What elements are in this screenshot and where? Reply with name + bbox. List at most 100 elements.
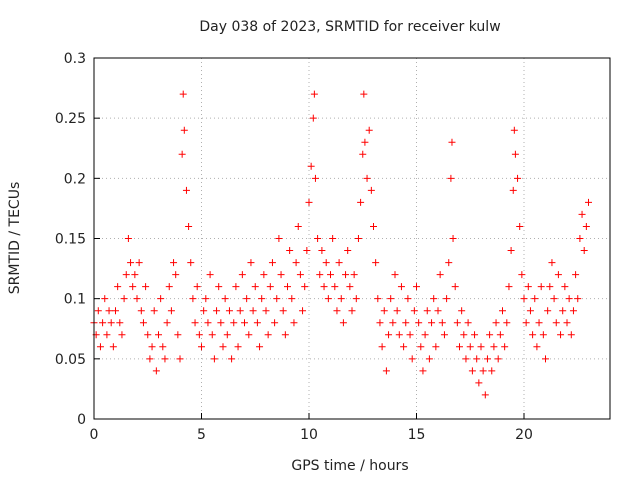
data-point (546, 283, 554, 291)
data-point (565, 295, 573, 303)
data-points (90, 90, 592, 399)
data-point (453, 319, 461, 327)
data-point (408, 355, 416, 363)
data-point (447, 174, 455, 182)
data-point (445, 259, 453, 267)
data-point (507, 247, 515, 255)
data-point (554, 271, 562, 279)
data-point (337, 295, 345, 303)
data-point (329, 235, 337, 242)
data-point (443, 295, 451, 303)
data-point (316, 271, 324, 279)
data-point (509, 186, 517, 194)
data-point (471, 331, 479, 339)
data-point (378, 343, 386, 351)
data-point (425, 355, 433, 363)
data-point (266, 283, 274, 291)
data-point (213, 307, 221, 315)
data-point (518, 271, 526, 279)
data-point (208, 331, 216, 339)
data-point (533, 343, 541, 351)
data-point (496, 331, 504, 339)
data-point (268, 259, 276, 267)
data-point (238, 271, 246, 279)
data-point (402, 319, 410, 327)
data-point (374, 295, 382, 303)
data-point (344, 247, 352, 255)
data-point (223, 331, 231, 339)
data-point (578, 210, 586, 218)
data-point (391, 271, 399, 279)
data-point (510, 126, 518, 134)
x-axis-label: GPS time / hours (291, 458, 408, 474)
data-point (529, 331, 537, 339)
data-point (415, 319, 423, 327)
data-point (561, 283, 569, 291)
data-point (404, 295, 412, 303)
data-point (178, 150, 186, 158)
data-point (436, 271, 444, 279)
data-point (342, 271, 350, 279)
data-point (520, 295, 528, 303)
data-point (421, 331, 429, 339)
data-point (410, 307, 418, 315)
y-tick-label: 0.05 (55, 352, 86, 368)
data-point (292, 259, 300, 267)
data-point (352, 295, 360, 303)
data-point (559, 307, 567, 315)
data-point (174, 331, 182, 339)
data-point (271, 319, 279, 327)
data-point (99, 319, 107, 327)
data-point (127, 259, 135, 267)
data-point (299, 307, 307, 315)
data-point (361, 138, 369, 146)
x-tick-label: 15 (408, 427, 426, 443)
data-point (370, 222, 377, 230)
data-point (258, 295, 266, 303)
data-point (219, 343, 227, 351)
data-point (133, 295, 141, 303)
data-point (221, 295, 229, 303)
data-point (393, 307, 401, 315)
data-point (200, 307, 208, 315)
data-point (187, 259, 195, 267)
data-point (167, 307, 175, 315)
data-point (236, 307, 244, 315)
y-tick-label: 0.2 (64, 171, 86, 187)
data-point (234, 343, 242, 351)
data-point (376, 319, 384, 327)
data-point (318, 247, 326, 255)
data-point (96, 343, 104, 351)
data-point (526, 307, 534, 315)
data-point (307, 162, 315, 170)
data-point (346, 283, 354, 291)
data-point (333, 307, 341, 315)
data-point (389, 319, 397, 327)
data-point (256, 343, 264, 351)
data-point (462, 355, 470, 363)
data-point (301, 283, 309, 291)
data-point (273, 295, 281, 303)
data-point (101, 295, 109, 303)
data-point (382, 367, 390, 375)
data-point (120, 295, 128, 303)
data-point (505, 283, 513, 291)
data-point (548, 259, 556, 267)
data-point (552, 319, 560, 327)
data-point (539, 331, 547, 339)
data-point (324, 295, 332, 303)
data-point (327, 271, 334, 279)
data-point (499, 307, 506, 315)
data-point (397, 283, 405, 291)
data-point (428, 319, 436, 327)
data-point (557, 331, 565, 339)
data-point (413, 283, 420, 291)
y-tick-label: 0.15 (55, 232, 86, 248)
data-point (432, 343, 440, 351)
data-point (576, 235, 584, 242)
data-point (440, 331, 448, 339)
data-point (146, 355, 154, 363)
data-point (572, 271, 580, 279)
data-point (217, 319, 225, 327)
data-point (152, 367, 160, 375)
